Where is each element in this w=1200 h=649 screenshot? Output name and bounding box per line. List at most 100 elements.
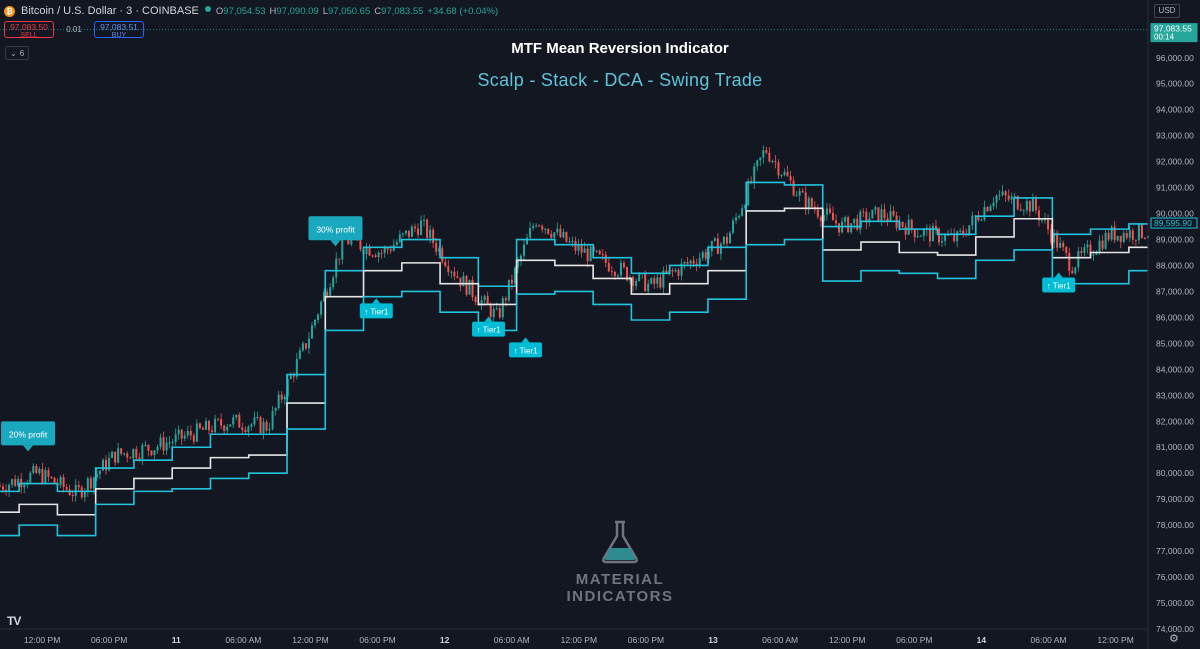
candle-body xyxy=(180,429,183,439)
candle-body xyxy=(589,246,592,262)
time-axis[interactable]: 12:00 PM 06:00 PM 11 06:00 AM 12:00 PM 06:00 … xyxy=(0,628,1148,645)
candle-body xyxy=(904,226,907,235)
tier-label[interactable]: ↑ Tier1 xyxy=(472,316,506,337)
price-tag[interactable]: 89,595.90 xyxy=(1150,217,1198,229)
candle-body xyxy=(111,451,114,458)
candle-body xyxy=(438,248,441,252)
candle-body xyxy=(931,225,934,242)
change-value: +34.68 (+0.04%) xyxy=(427,5,499,17)
candle-body xyxy=(101,459,104,471)
time-tick: 12:00 PM xyxy=(829,635,865,645)
candle-body xyxy=(692,260,695,264)
candle-body xyxy=(335,258,338,278)
tier-label[interactable]: ↑ Tier1 xyxy=(509,337,543,358)
candle-body xyxy=(329,287,332,296)
price-tick: 86,000.00 xyxy=(1156,312,1194,322)
candle-body xyxy=(401,233,404,235)
candle-body xyxy=(208,420,211,431)
candle-body xyxy=(1140,223,1143,238)
candle-body xyxy=(495,308,498,310)
candle-body xyxy=(483,296,486,301)
candle-body xyxy=(665,270,668,274)
candle-body xyxy=(968,225,971,236)
candle-body xyxy=(662,270,665,288)
candle-body xyxy=(498,308,501,318)
candle-body xyxy=(11,479,14,485)
price-tick: 88,000.00 xyxy=(1156,260,1194,270)
candle-body xyxy=(744,205,747,209)
price-tick: 78,000.00 xyxy=(1156,520,1194,530)
candle-body xyxy=(789,176,792,181)
candle-body xyxy=(162,437,165,451)
candle-body xyxy=(1125,233,1128,238)
price-tick: 82,000.00 xyxy=(1156,416,1194,426)
candle-body xyxy=(529,228,532,238)
candle-body xyxy=(774,160,777,163)
candle-body xyxy=(468,279,471,295)
sell-button[interactable]: 97,083.50 SELL xyxy=(4,21,54,39)
symbol-title[interactable]: Bitcoin / U.S. Dollar · 3 · COINBASE xyxy=(21,5,199,17)
price-tick: 96,000.00 xyxy=(1156,53,1194,63)
tier-label-box xyxy=(472,321,506,337)
chart-title: MTF Mean Reversion Indicator xyxy=(511,40,729,57)
tier-label-text: ↑ Tier1 xyxy=(514,346,539,355)
candle-body xyxy=(574,240,577,251)
candle-body xyxy=(404,230,407,234)
candle-body xyxy=(65,487,68,490)
candle-body xyxy=(901,221,904,227)
price-tick: 95,000.00 xyxy=(1156,79,1194,89)
candle-body xyxy=(928,227,931,242)
candle-body xyxy=(150,450,153,456)
gear-icon[interactable]: ⚙ xyxy=(1169,633,1179,645)
candle-body xyxy=(883,209,886,219)
tier-label[interactable]: ↑ Tier1 xyxy=(359,298,393,319)
candle-body xyxy=(765,150,768,153)
currency-selector[interactable]: USD xyxy=(1154,4,1180,18)
candle-body xyxy=(980,219,983,221)
candle-body xyxy=(310,325,313,339)
candle-body xyxy=(853,218,856,224)
candle-body xyxy=(626,267,629,281)
candle-body xyxy=(838,223,841,233)
tradingview-logo[interactable]: TV xyxy=(7,614,21,628)
candle-body xyxy=(1004,191,1007,196)
candle-body xyxy=(1110,226,1113,240)
candle-body xyxy=(323,291,326,302)
countdown-text: 00:14 xyxy=(1154,33,1175,42)
candle-body xyxy=(259,416,262,433)
candle-body xyxy=(683,261,686,264)
candle-body xyxy=(211,430,214,433)
candle-body xyxy=(831,212,834,221)
profit-label[interactable]: 30% profit xyxy=(308,216,363,247)
candle-body xyxy=(937,228,940,243)
indicator-toggle[interactable]: ⌄ 6 xyxy=(5,46,30,60)
candle-body xyxy=(538,225,541,227)
buy-button[interactable]: 97,083.51 BUY xyxy=(94,21,144,39)
candle-body xyxy=(1019,209,1022,211)
price-axis[interactable]: 97,000.0096,000.0095,000.0094,000.0093,0… xyxy=(1147,0,1198,649)
profit-label[interactable]: 20% profit xyxy=(1,421,56,452)
candle-body xyxy=(1137,223,1140,241)
candle-body xyxy=(377,252,380,258)
candle-body xyxy=(204,420,207,430)
candle-body xyxy=(59,477,62,486)
candle-body xyxy=(144,444,147,446)
candle-body xyxy=(304,343,307,349)
tier-label[interactable]: ↑ Tier1 xyxy=(1042,272,1076,293)
candle-body xyxy=(580,244,583,253)
candle-body xyxy=(77,485,80,488)
candle-body xyxy=(2,486,5,490)
time-tick: 12:00 PM xyxy=(24,635,60,645)
candle-body xyxy=(223,425,226,431)
candle-body xyxy=(953,233,956,242)
time-tick: 06:00 PM xyxy=(359,635,395,645)
tier-label-pointer xyxy=(1054,272,1063,278)
open-value: 97,054.53 xyxy=(223,5,266,17)
tier-label-box xyxy=(1042,277,1076,293)
candle-body xyxy=(365,246,368,255)
time-tick: 06:00 PM xyxy=(91,635,127,645)
price-tick: 77,000.00 xyxy=(1156,546,1194,556)
candle-body xyxy=(804,192,807,210)
